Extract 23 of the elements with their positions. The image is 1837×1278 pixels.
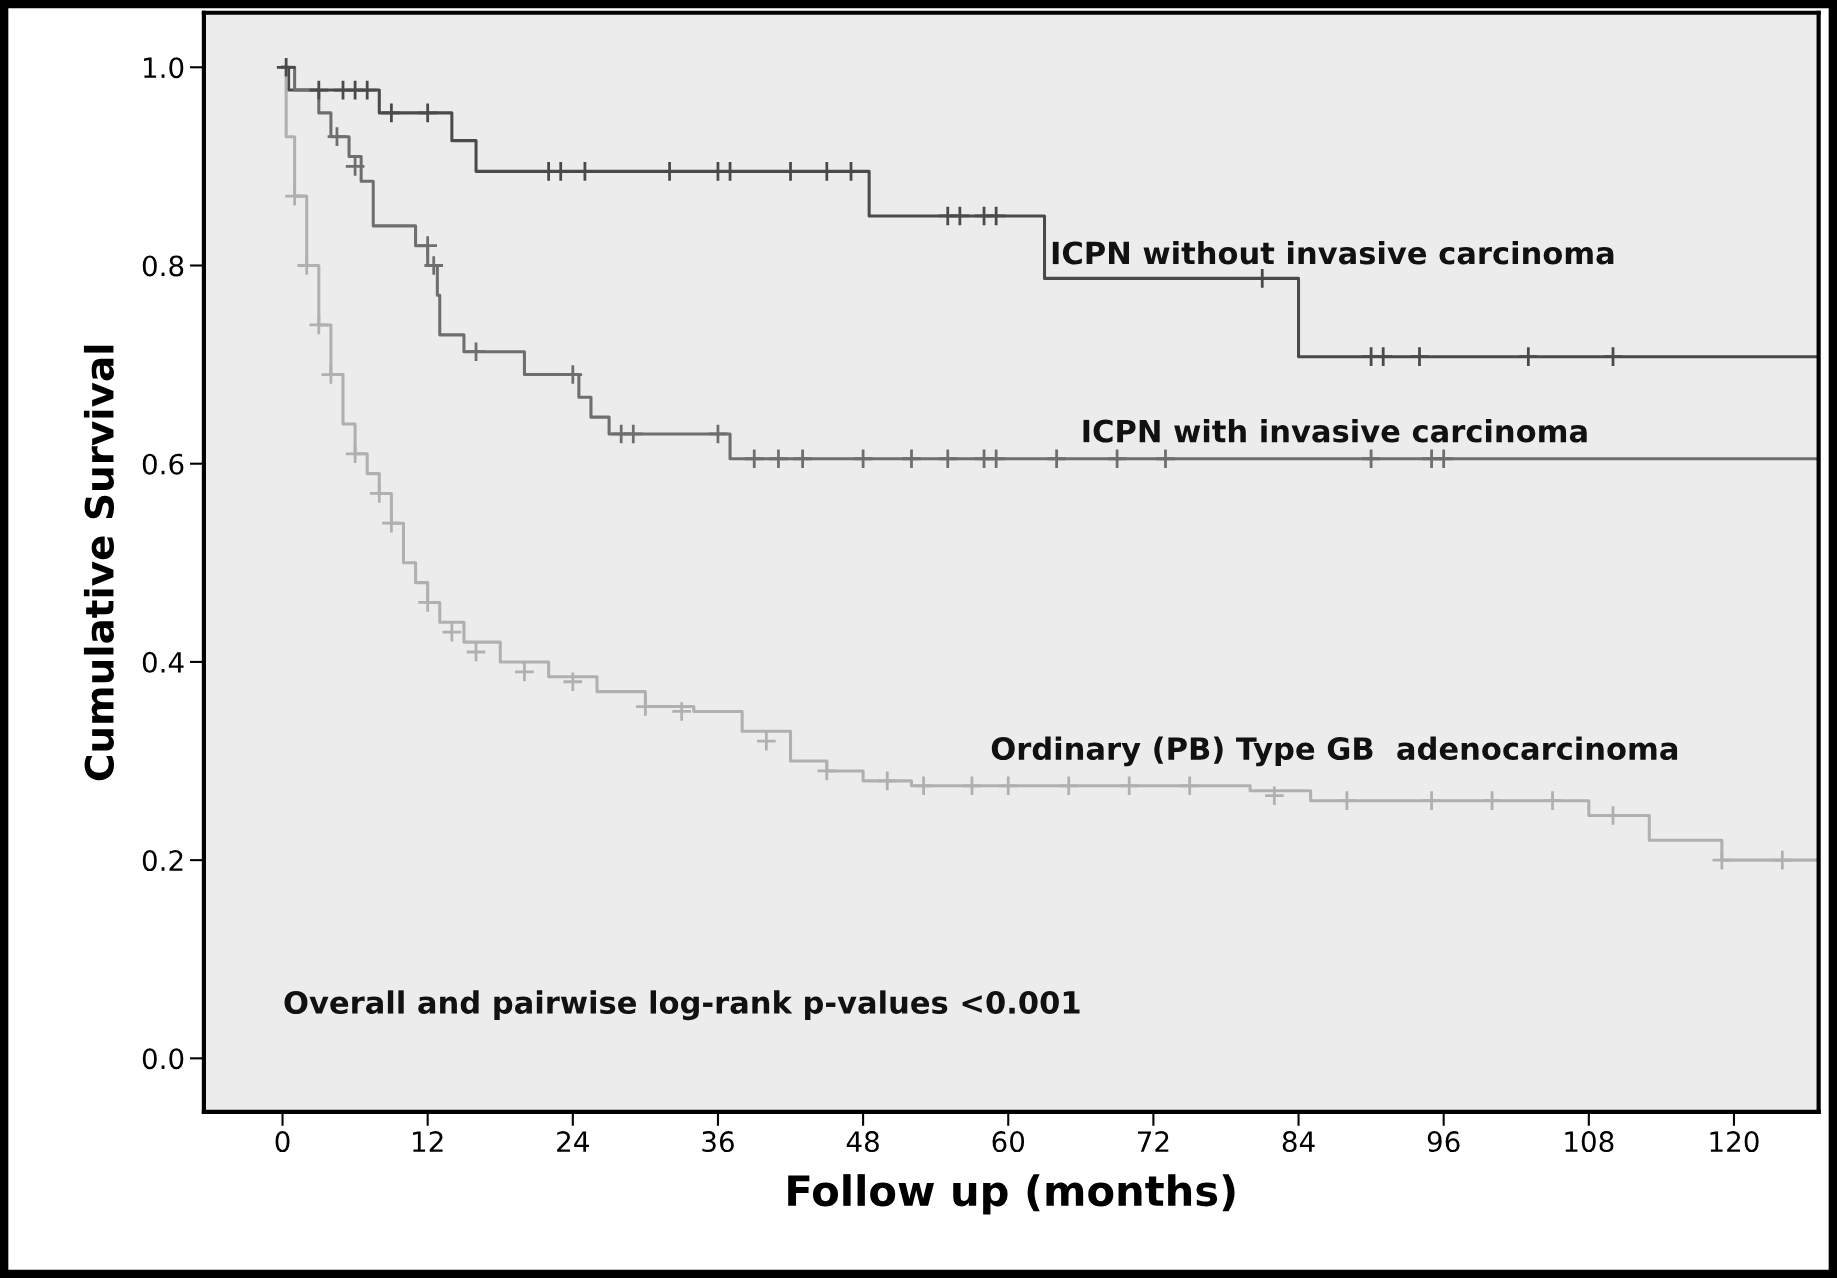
x-tick-label: 48 bbox=[846, 1131, 879, 1153]
x-tick-label: 120 bbox=[1710, 1131, 1759, 1153]
y-tick-label: 0.4 bbox=[142, 651, 184, 673]
y-axis-title: Cumulative Survival bbox=[83, 345, 114, 781]
x-axis-title: Follow up (months) bbox=[788, 1174, 1235, 1215]
y-tick-label: 0.2 bbox=[142, 850, 183, 872]
x-tick-label: 60 bbox=[992, 1131, 1025, 1153]
x-tick-label: 72 bbox=[1137, 1131, 1169, 1152]
x-tick-label: 0 bbox=[275, 1131, 290, 1153]
x-tick-label: 36 bbox=[702, 1131, 734, 1153]
y-tick-label: 0.6 bbox=[142, 453, 184, 475]
x-tick-label: 84 bbox=[1282, 1131, 1315, 1153]
y-tick-label: 0.0 bbox=[142, 1048, 184, 1070]
x-tick-label: 108 bbox=[1565, 1131, 1614, 1153]
x-tick-label: 24 bbox=[557, 1131, 589, 1152]
annotation: ICPN without invasive carcinoma bbox=[1052, 240, 1614, 265]
y-tick-label: 1.0 bbox=[144, 57, 184, 79]
annotation: Ordinary (PB) Type GB adenocarcinoma bbox=[991, 736, 1678, 767]
x-tick-label: 12 bbox=[413, 1131, 443, 1152]
x-tick-label: 96 bbox=[1427, 1131, 1460, 1153]
annotation: ICPN with invasive carcinoma bbox=[1083, 418, 1587, 443]
y-tick-label: 0.8 bbox=[142, 255, 184, 277]
annotation: Overall and pairwise log-rank p-values <0.001 bbox=[284, 990, 1080, 1021]
